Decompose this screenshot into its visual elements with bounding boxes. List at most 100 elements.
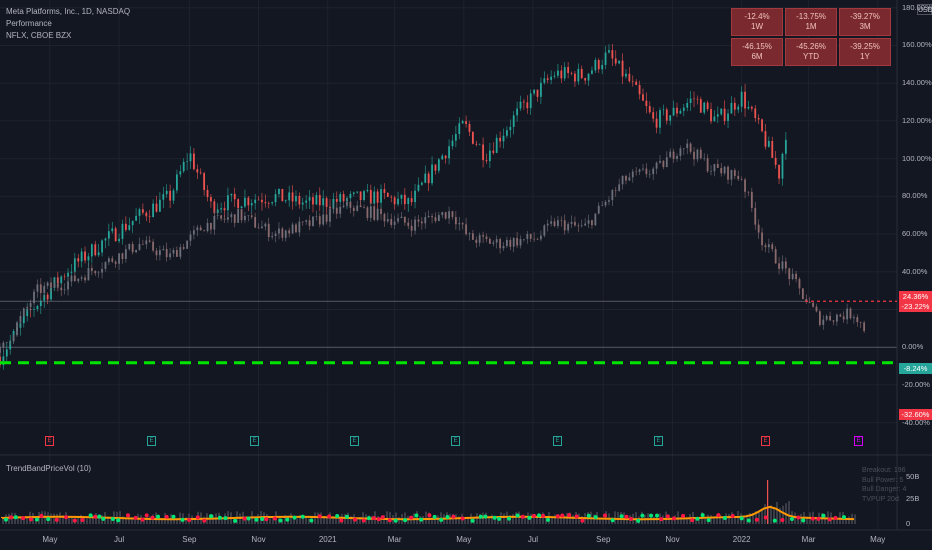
meta-candle [131,220,134,226]
volume-bar [641,511,643,524]
meta-candle [543,78,546,83]
meta-candle [158,199,161,212]
signal-dot [327,514,332,519]
signal-dot [593,515,598,520]
earnings-icon[interactable]: E [654,436,663,446]
meta-candle [193,153,195,170]
nflx-candle [451,211,454,218]
nflx-candle [261,226,263,229]
volume-bar [554,514,556,524]
nflx-candle [39,284,42,294]
meta-candle [315,194,318,205]
meta-candle [733,102,736,110]
meta-candle [420,182,423,185]
nflx-candle [488,238,491,244]
meta-candle [288,192,291,201]
earnings-icon[interactable]: E [761,436,770,446]
nflx-candle [274,233,277,237]
nflx-candle [540,235,542,240]
volume-bar [410,517,412,524]
nflx-candle [414,219,416,231]
earnings-icon[interactable]: E [854,436,863,446]
nflx-candle [104,262,107,269]
volume-bar [836,517,838,524]
meta-candle [506,130,508,136]
volume-bar [626,517,628,524]
volume-tick-label: 50B [906,472,920,481]
signal-dot [300,514,305,519]
meta-candle [475,143,478,145]
symbol-title[interactable]: Meta Platforms, Inc., 1D, NASDAQ [6,7,131,16]
compare-symbol[interactable]: NFLX, CBOE BZX [6,31,72,40]
nflx-candle [822,319,825,325]
earnings-icon[interactable]: E [147,436,156,446]
indicator-name[interactable]: Performance [6,19,52,28]
volume-bar [500,512,502,524]
earnings-icon[interactable]: E [350,436,359,446]
nflx-candle [516,237,519,246]
nflx-candle [138,243,141,250]
volume-bar [296,518,298,524]
x-tick-label: Jul [527,535,539,544]
meta-candle [580,68,583,79]
nflx-candle [846,308,849,320]
signal-dot [387,518,392,523]
meta-candle [210,197,212,202]
nflx-candle [0,347,1,353]
signal-dot [4,517,8,522]
nflx-candle [383,213,386,222]
meta-candle [560,70,563,79]
volume-bar [389,511,391,524]
meta-candle [434,164,437,171]
earnings-icon[interactable]: E [45,436,54,446]
volume-bar [494,516,496,524]
meta-candle [199,172,202,174]
signal-dot [46,517,51,522]
volume-bar [299,514,301,524]
performance-value: -12.4% [744,12,770,21]
meta-candle [648,106,651,113]
nflx-candle [710,171,712,172]
nflx-candle [519,239,522,246]
meta-candle [227,195,229,211]
nflx-candle [250,215,253,217]
meta-candle [383,189,386,193]
meta-candle [43,294,46,301]
nflx-candle [767,244,770,248]
earnings-icon[interactable]: E [451,436,460,446]
nflx-candle [230,214,233,218]
nflx-candle [465,224,467,235]
meta-candle [203,173,206,190]
volume-bar [776,501,778,524]
volume-bar [728,514,730,524]
meta-candle [655,118,658,128]
meta-candle [737,106,740,110]
meta-candle [642,94,644,101]
nflx-candle [757,224,760,233]
volume-bar [710,515,712,524]
meta-candle [67,272,69,277]
volume-bar [800,513,802,524]
nflx-candle [196,227,199,231]
nflx-candle [557,220,559,226]
nflx-candle [373,206,376,220]
nflx-candle [158,250,161,256]
nflx-candle [308,220,311,226]
nflx-candle [720,167,723,174]
nflx-candle [506,239,508,246]
earnings-icon[interactable]: E [250,436,259,446]
oscillator-title[interactable]: TrendBandPriceVol (10) [6,464,92,473]
signal-dot [816,516,821,521]
nflx-candle [33,291,35,304]
signal-dot [445,515,450,520]
nflx-candle [135,249,137,253]
x-tick-label: May [456,535,472,544]
nflx-candle [618,184,621,191]
meta-candle [5,349,8,357]
nflx-candle [114,261,117,264]
meta-candle [39,300,42,307]
meta-candle [628,73,631,82]
earnings-icon[interactable]: E [553,436,562,446]
performance-cell: -39.27% 3M [839,8,891,36]
